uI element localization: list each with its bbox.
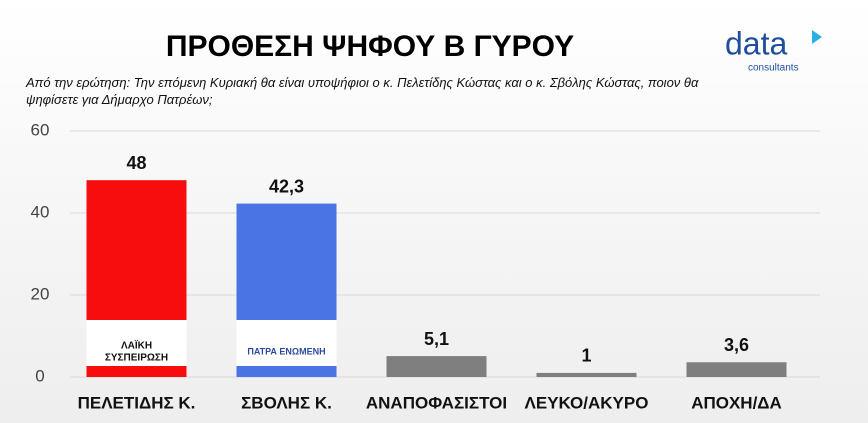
bar	[536, 372, 637, 377]
x-tick-label: ΑΠΟΧΗ/ΔΑ	[691, 393, 782, 412]
chart-subtitle: Από την ερώτηση: Την επόμενη Κυριακή θα …	[26, 75, 699, 107]
y-tick-label: 20	[31, 284, 50, 303]
data-label: 5,1	[424, 329, 449, 349]
chart-title: ΠΡΟΘΕΣΗ ΨΗΦΟΥ Β ΓΥΡΟΥ	[166, 30, 574, 63]
brand-name: data	[725, 25, 787, 61]
x-tick-label: ΠΕΛΕΤΙΔΗΣ Κ.	[78, 393, 196, 412]
data-label: 1	[581, 346, 591, 366]
party-logo-box	[86, 320, 187, 366]
y-tick-label: 60	[31, 120, 50, 139]
party-logo-text: ΠΑΤΡΑ ΕΝΩΜΕΝΗ	[247, 346, 325, 356]
x-tick-label: ΣΒΟΛΗΣ Κ.	[241, 393, 332, 412]
brand-icon	[812, 30, 822, 44]
brand-tagline: consultants	[748, 63, 799, 74]
bar	[386, 356, 487, 377]
data-label: 48	[126, 153, 146, 173]
x-tick-label: ΑΝΑΠΟΦΑΣΙΣΤΟΙ	[366, 393, 507, 412]
y-tick-label: 0	[35, 366, 44, 385]
party-logo-text: ΛΑΪΚΗ	[121, 339, 152, 352]
data-label: 3,6	[724, 335, 749, 355]
y-tick-label: 40	[31, 202, 50, 221]
data-label: 42,3	[269, 176, 304, 196]
party-logo-box	[236, 320, 337, 366]
party-logo-text: ΣΥΣΠΕΙΡΩΣΗ	[105, 353, 168, 364]
x-tick-label: ΛΕΥΚΟ/ΑΚΥΡΟ	[525, 393, 649, 412]
bar	[686, 362, 787, 377]
